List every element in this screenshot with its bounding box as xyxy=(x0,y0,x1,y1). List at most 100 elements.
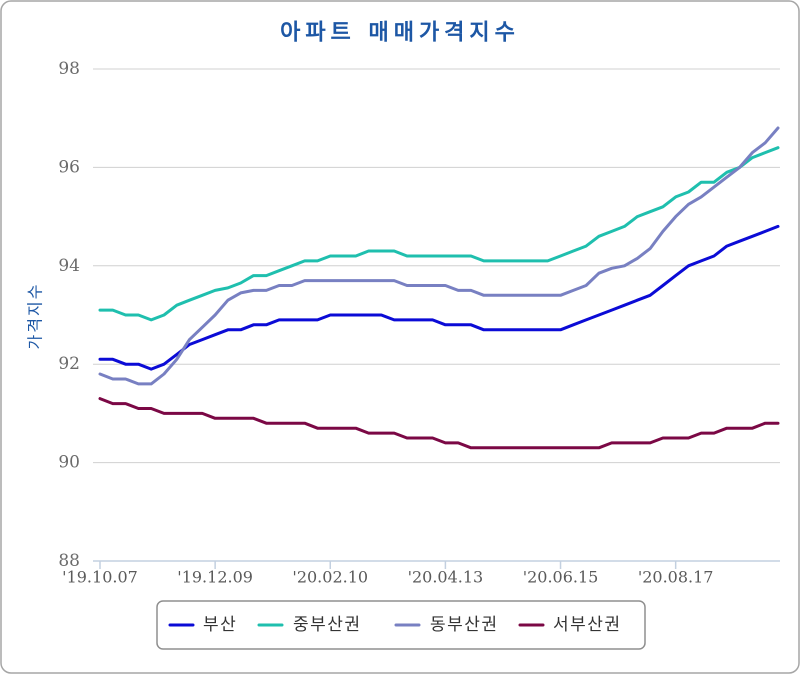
data-point-busan xyxy=(199,337,205,343)
data-point-east-busan xyxy=(391,278,397,284)
series-lines xyxy=(98,126,780,450)
data-point-west-busan xyxy=(532,445,538,451)
data-point-east-busan xyxy=(724,174,730,180)
data-point-west-busan xyxy=(686,435,692,441)
data-point-busan xyxy=(673,273,679,279)
data-point-west-busan xyxy=(609,440,615,446)
data-point-east-busan xyxy=(609,265,615,271)
data-point-west-busan xyxy=(327,425,333,431)
data-point-central-busan xyxy=(110,307,116,313)
data-point-central-busan xyxy=(378,248,384,254)
data-point-east-busan xyxy=(110,376,116,382)
data-point-busan xyxy=(442,322,448,328)
data-point-busan xyxy=(749,233,755,239)
series-line-busan xyxy=(98,224,780,371)
data-point-west-busan xyxy=(673,435,679,441)
data-point-busan xyxy=(481,327,487,333)
data-point-central-busan xyxy=(417,253,423,259)
data-point-west-busan xyxy=(391,430,397,436)
data-point-busan xyxy=(583,317,589,323)
data-point-east-busan xyxy=(506,292,512,298)
data-point-east-busan xyxy=(212,312,218,318)
data-point-east-busan xyxy=(660,228,666,234)
legend-item-east-busan[interactable]: 동부산권 xyxy=(394,615,499,635)
data-point-busan xyxy=(366,312,372,318)
y-tick-label: 96 xyxy=(58,157,80,177)
legend-item-west-busan[interactable]: 서부산권 xyxy=(518,615,622,635)
data-point-east-busan xyxy=(187,337,193,343)
data-point-busan xyxy=(558,327,564,333)
data-point-busan xyxy=(123,361,129,367)
data-point-west-busan xyxy=(417,435,423,441)
data-point-east-busan xyxy=(762,140,768,146)
data-point-east-busan xyxy=(225,297,231,303)
data-point-central-busan xyxy=(340,253,346,259)
data-point-busan xyxy=(225,327,231,333)
data-point-east-busan xyxy=(622,263,628,269)
data-point-busan xyxy=(276,317,282,323)
data-point-east-busan xyxy=(442,283,448,289)
data-point-busan xyxy=(762,228,768,234)
data-point-busan xyxy=(315,317,321,323)
data-point-west-busan xyxy=(199,410,205,416)
data-point-busan xyxy=(634,297,640,303)
data-point-busan xyxy=(417,317,423,323)
x-tick-label: '20.08.17 xyxy=(638,568,714,587)
data-point-east-busan xyxy=(161,371,167,377)
data-point-west-busan xyxy=(622,440,628,446)
legend-item-busan[interactable]: 부산 xyxy=(168,615,237,635)
data-point-east-busan xyxy=(481,292,487,298)
data-point-busan xyxy=(135,361,141,367)
data-point-busan xyxy=(596,312,602,318)
data-point-west-busan xyxy=(135,406,141,412)
x-tick-label: '20.02.10 xyxy=(292,568,368,587)
data-point-west-busan xyxy=(251,415,257,421)
data-point-busan xyxy=(404,317,410,323)
data-point-east-busan xyxy=(532,292,538,298)
data-point-central-busan xyxy=(698,179,704,185)
data-point-central-busan xyxy=(263,273,269,279)
y-tick-label: 94 xyxy=(58,256,80,276)
data-point-central-busan xyxy=(430,253,436,259)
data-point-west-busan xyxy=(455,440,461,446)
data-point-central-busan xyxy=(135,312,141,318)
data-point-west-busan xyxy=(212,415,218,421)
data-point-west-busan xyxy=(378,430,384,436)
data-point-west-busan xyxy=(494,445,500,451)
x-tick-label: '20.04.13 xyxy=(408,568,484,587)
data-point-west-busan xyxy=(596,445,602,451)
data-point-central-busan xyxy=(302,258,308,264)
data-point-busan xyxy=(622,302,628,308)
data-point-busan xyxy=(148,366,154,372)
data-point-west-busan xyxy=(123,401,129,407)
data-point-east-busan xyxy=(673,214,679,220)
data-point-busan xyxy=(724,243,730,249)
chart-title: 아파트 매매가격지수 xyxy=(280,21,520,46)
data-point-busan xyxy=(737,238,743,244)
data-point-central-busan xyxy=(161,312,167,318)
data-point-central-busan xyxy=(238,280,244,286)
data-point-central-busan xyxy=(212,287,218,293)
data-point-east-busan xyxy=(647,246,653,252)
data-point-west-busan xyxy=(634,440,640,446)
legend-label: 동부산권 xyxy=(430,615,499,635)
legend: 부산 중부산권 동부산권 서부산권 xyxy=(156,600,646,650)
data-point-east-busan xyxy=(596,270,602,276)
legend-item-central-busan[interactable]: 중부산권 xyxy=(257,615,362,635)
legend-label: 중부산권 xyxy=(293,615,362,635)
data-point-west-busan xyxy=(737,425,743,431)
data-point-busan xyxy=(430,317,436,323)
data-point-central-busan xyxy=(596,233,602,239)
data-point-east-busan xyxy=(686,201,692,207)
data-point-west-busan xyxy=(647,440,653,446)
data-point-busan xyxy=(161,361,167,367)
x-tick-label: '19.10.07 xyxy=(62,568,138,587)
data-point-east-busan xyxy=(455,287,461,293)
data-point-west-busan xyxy=(775,420,781,426)
data-point-central-busan xyxy=(251,273,257,279)
data-point-central-busan xyxy=(775,145,781,151)
data-point-central-busan xyxy=(519,258,525,264)
data-point-east-busan xyxy=(148,381,154,387)
y-axis-title: 가격지수 xyxy=(26,283,45,350)
